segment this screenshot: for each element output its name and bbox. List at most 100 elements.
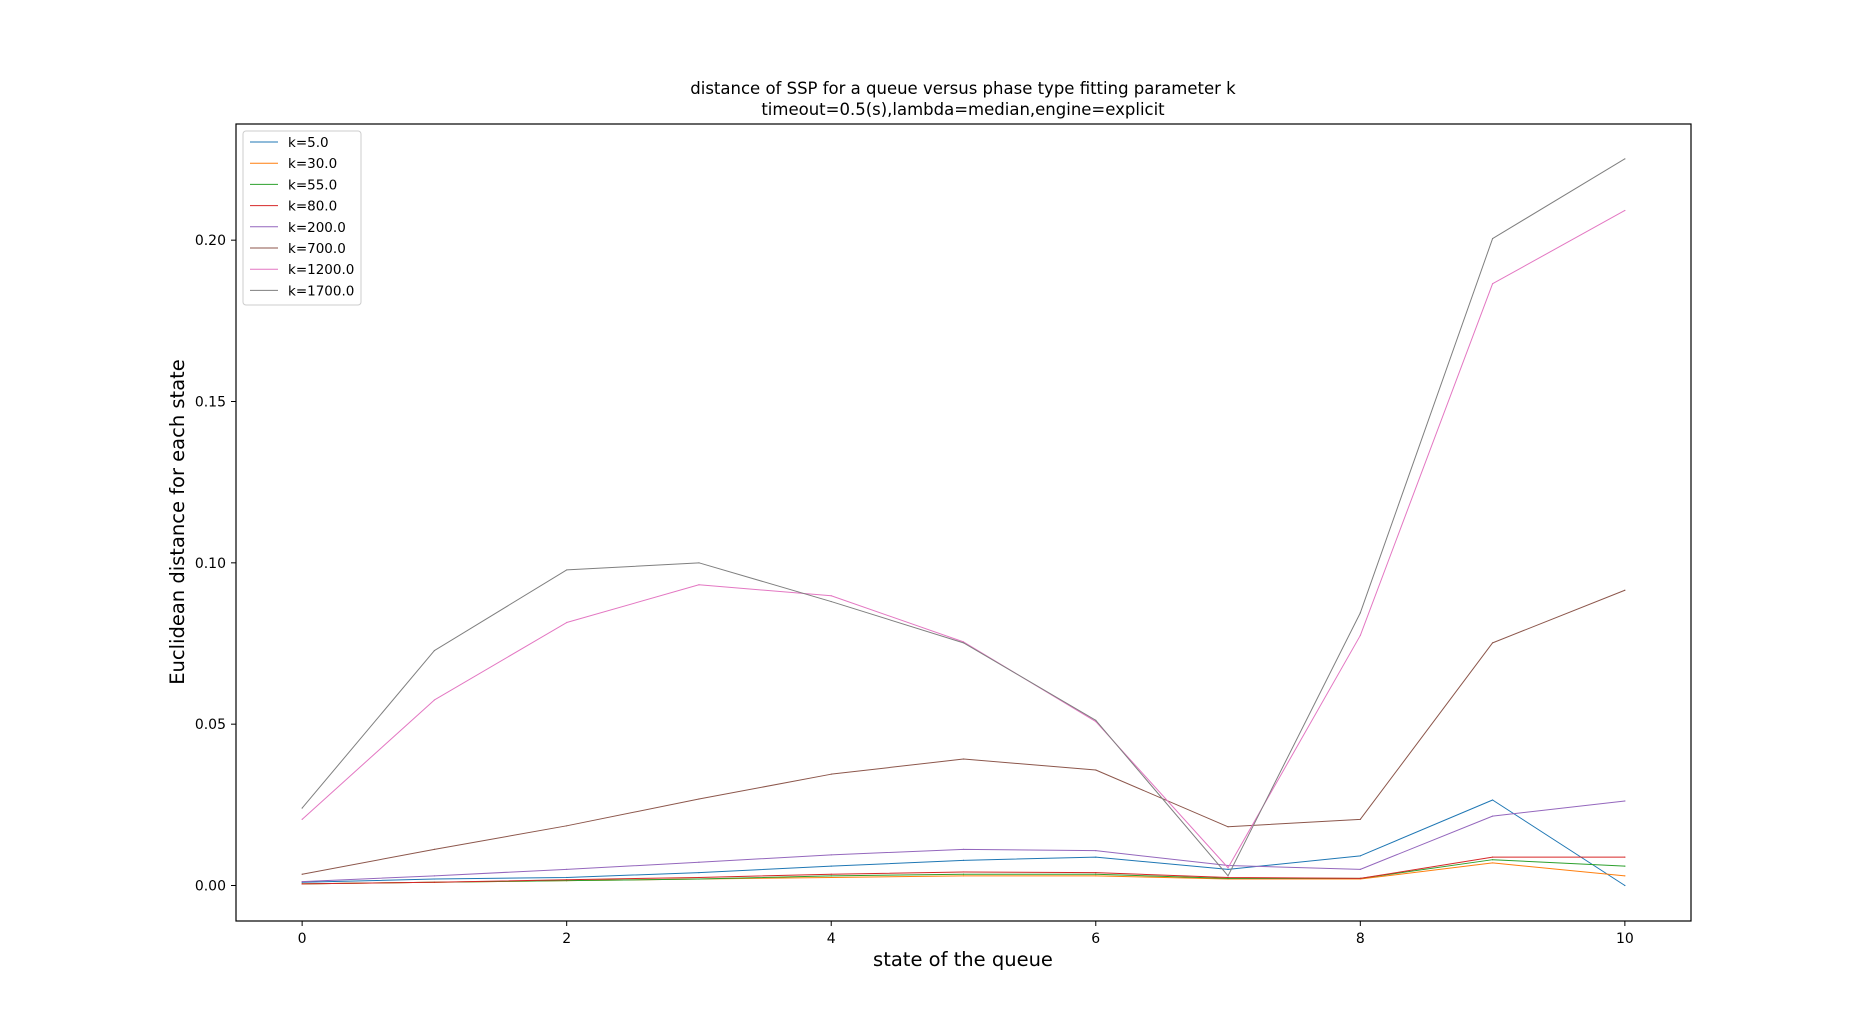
- series-7-point: [830, 600, 832, 603]
- series-3-point: [1624, 856, 1626, 858]
- series-5-point: [830, 773, 832, 775]
- series-2-point: [1624, 865, 1626, 867]
- series-5-point: [1359, 818, 1361, 820]
- series-2-point: [698, 878, 700, 880]
- series-0-point: [566, 876, 568, 879]
- series-4-point: [1491, 815, 1494, 817]
- series-3-point: [433, 881, 436, 883]
- series-0-point: [1491, 799, 1494, 801]
- series-7-point: [962, 642, 965, 644]
- series-5-point: [433, 848, 436, 850]
- series-5-point: [1095, 769, 1097, 771]
- legend-box: [242, 130, 362, 306]
- series-6-point: [566, 621, 568, 624]
- series-2-point: [566, 880, 568, 882]
- y-axis-ticks: 0.00 0.05 0.10 0.15 0.20: [195, 233, 236, 895]
- series-layer: [301, 158, 1626, 887]
- series-6-point: [698, 584, 700, 586]
- series-4-point: [301, 881, 303, 883]
- series-7-point: [566, 569, 568, 571]
- y-tick-label: 0.20: [195, 233, 226, 249]
- series-2-point: [1095, 873, 1097, 875]
- series-4-point: [433, 875, 436, 877]
- x-tick-label: 4: [827, 931, 836, 947]
- series-3-point: [698, 876, 700, 879]
- x-tick-label: 2: [562, 931, 571, 947]
- series-4-point: [1227, 864, 1229, 867]
- series-3-point: [566, 879, 568, 881]
- series-4-point: [1359, 868, 1361, 870]
- series-7-point: [698, 562, 700, 564]
- x-tick-label: 8: [1356, 931, 1365, 947]
- legend-label: k=1200.0: [288, 262, 354, 278]
- series-5-point: [962, 758, 965, 760]
- legend: k=5.0 k=30.0 k=55.0 k=80.0 k=200.0 k=700.0 k=1…: [242, 130, 362, 306]
- series-4-point: [698, 861, 700, 863]
- series-5-point: [301, 873, 303, 875]
- series-6-point: [433, 699, 436, 701]
- series-2-point: [830, 875, 832, 877]
- series-0-point: [1095, 856, 1097, 858]
- series-4-point: [566, 868, 568, 870]
- series-0-point: [433, 878, 436, 880]
- x-tick-label: 10: [1616, 931, 1634, 947]
- y-tick-label: 0.15: [195, 394, 226, 410]
- y-axis-label: Euclidean distance for each state: [166, 359, 189, 685]
- series-6-point: [830, 595, 832, 597]
- series-1-point: [1095, 875, 1097, 877]
- series-4-point: [962, 848, 965, 850]
- series-2-point: [1491, 859, 1494, 861]
- series-0-point: [698, 871, 700, 874]
- legend-entries: k=5.0 k=30.0 k=55.0 k=80.0 k=200.0 k=700.0 k=1…: [250, 135, 354, 299]
- series-7-point: [1227, 875, 1229, 877]
- series-1-point: [1491, 862, 1494, 864]
- series-0-point: [1227, 868, 1229, 870]
- x-axis-ticks: 0 2 4 6 8 10: [298, 921, 1634, 947]
- series-5-point: [1624, 589, 1626, 591]
- chart-subtitle: timeout=0.5(s),lambda=median,engine=expl…: [761, 100, 1165, 119]
- plot-frame: [235, 123, 1692, 922]
- series-5-point: [1491, 642, 1494, 644]
- legend-label: k=1700.0: [288, 283, 354, 299]
- series-3-point: [1491, 856, 1494, 858]
- legend-label: k=200.0: [288, 220, 346, 236]
- series-3-point: [962, 871, 965, 873]
- series-0-point: [830, 865, 832, 867]
- legend-label: k=30.0: [288, 156, 337, 172]
- series-6-point: [962, 641, 965, 643]
- series-2-point: [962, 873, 965, 875]
- series-2-point: [1227, 877, 1229, 880]
- series-7-point: [433, 650, 436, 652]
- chart-title: distance of SSP for a queue versus phase…: [690, 79, 1236, 98]
- series-1-point: [962, 875, 965, 877]
- series-6-point: [1359, 634, 1361, 637]
- x-axis-label: state of the queue: [873, 948, 1053, 971]
- series-0-point: [1624, 884, 1626, 887]
- series-1-point: [830, 876, 832, 879]
- series-6-point: [1227, 867, 1229, 869]
- legend-label: k=5.0: [288, 135, 329, 151]
- series-0-point: [962, 859, 965, 861]
- series-7-point: [1095, 719, 1097, 721]
- series-7-point: [301, 807, 303, 809]
- series-4-point: [830, 854, 832, 856]
- series-7-point: [1624, 158, 1626, 160]
- series-3-point: [830, 873, 832, 875]
- series-7-point: [1491, 237, 1494, 240]
- series-5-point: [1227, 826, 1229, 828]
- series-6-point: [1491, 283, 1494, 285]
- y-tick-label: 0.10: [195, 556, 226, 572]
- series-3-point: [1095, 871, 1097, 874]
- series-1-point: [1624, 875, 1626, 877]
- series-6-point: [1624, 209, 1626, 212]
- series-3-point: [301, 883, 303, 885]
- x-tick-label: 6: [1091, 931, 1100, 947]
- legend-label: k=55.0: [288, 177, 337, 193]
- series-6-point: [301, 818, 303, 820]
- series-5-point: [698, 798, 700, 800]
- legend-label: k=700.0: [288, 241, 346, 257]
- x-tick-label: 0: [298, 931, 307, 947]
- legend-label: k=80.0: [288, 199, 337, 215]
- y-tick-label: 0.05: [195, 717, 226, 733]
